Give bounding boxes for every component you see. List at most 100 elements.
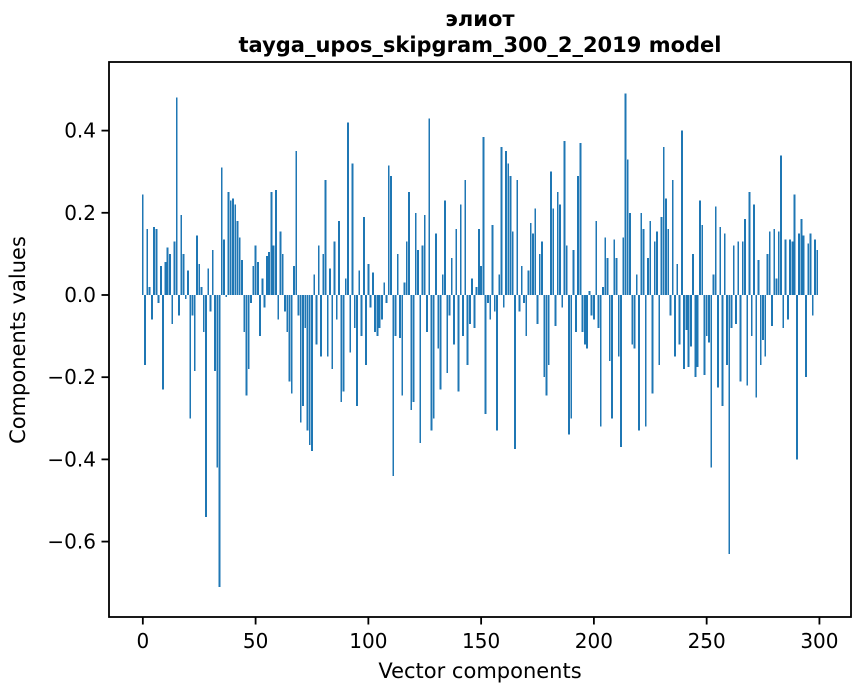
bar-253 [712, 274, 715, 295]
bar-113 [396, 253, 399, 295]
bar-262 [732, 245, 735, 295]
bar-203 [599, 294, 602, 427]
bar-194 [579, 142, 582, 295]
bar-70 [299, 294, 302, 423]
bar-268 [746, 294, 749, 386]
bar-120 [412, 294, 415, 402]
bar-290 [795, 294, 798, 460]
bar-169 [523, 294, 525, 304]
bar-215 [626, 159, 629, 295]
bar-17 [180, 214, 183, 295]
bar-256 [719, 227, 722, 295]
bar-286 [786, 294, 789, 320]
bar-185 [559, 204, 561, 295]
bar-52 [259, 294, 261, 337]
bar-15 [175, 97, 178, 295]
x-tick-label: 250 [688, 629, 726, 653]
bar-18 [182, 253, 185, 295]
bar-159 [500, 147, 503, 295]
y-tick-label: −0.4 [47, 447, 96, 471]
bar-53 [261, 278, 264, 295]
bar-44 [241, 260, 243, 295]
x-ticks-group: 0 50 100 150 200 250 300 [136, 617, 839, 653]
bar-91 [347, 122, 349, 295]
bar-166 [516, 179, 519, 295]
bar-228 [656, 231, 658, 295]
bar-219 [635, 274, 638, 295]
bar-231 [662, 147, 665, 295]
bar-59 [274, 190, 277, 295]
bar-265 [739, 294, 742, 382]
bar-121 [414, 212, 417, 295]
bar-261 [730, 294, 733, 328]
bar-93 [351, 163, 354, 295]
bar-136 [448, 294, 451, 316]
bar-212 [620, 294, 622, 448]
bar-153 [486, 294, 489, 304]
bar-154 [489, 294, 492, 320]
bar-1 [144, 294, 146, 365]
y-axis-label: Components values [6, 236, 30, 444]
chart-title-line2: tayga_upos_skipgram_300_2_2019 model [239, 33, 722, 57]
bar-105 [378, 294, 381, 328]
bar-118 [408, 192, 410, 295]
bar-174 [534, 208, 537, 295]
bar-139 [455, 229, 458, 295]
bar-129 [432, 294, 435, 419]
bar-149 [477, 229, 480, 295]
bar-241 [685, 294, 688, 330]
bar-157 [496, 294, 498, 431]
bar-236 [674, 294, 676, 357]
bar-200 [592, 294, 595, 320]
bar-264 [737, 241, 740, 295]
bar-128 [430, 294, 433, 431]
bar-143 [464, 179, 467, 295]
bar-42 [236, 221, 239, 295]
bar-83 [329, 268, 331, 295]
bar-156 [493, 294, 496, 312]
bar-208 [611, 294, 613, 419]
bar-133 [441, 274, 444, 295]
bar-30 [209, 294, 212, 312]
bar-49 [252, 266, 255, 295]
bar-152 [484, 294, 487, 415]
bar-249 [703, 294, 706, 376]
bar-109 [387, 165, 390, 295]
bar-7 [157, 294, 160, 304]
bar-58 [272, 245, 275, 295]
bar-60 [277, 294, 280, 320]
bar-33 [216, 294, 219, 468]
x-axis-label: Vector components [378, 659, 581, 683]
bar-100 [367, 264, 370, 295]
bar-173 [532, 233, 534, 295]
bar-74 [308, 294, 311, 445]
bar-12 [168, 253, 171, 295]
bar-259 [726, 294, 728, 365]
bar-251 [708, 294, 710, 343]
bar-25 [198, 264, 201, 295]
bar-90 [344, 278, 347, 295]
bar-190 [570, 294, 573, 419]
bar-183 [554, 294, 557, 326]
bar-275 [762, 294, 764, 341]
bar-131 [437, 294, 440, 349]
bar-20 [187, 270, 189, 295]
bar-66 [290, 294, 293, 394]
bar-233 [667, 229, 670, 295]
bar-204 [602, 286, 604, 295]
bar-27 [202, 294, 205, 332]
bar-98 [362, 216, 365, 295]
bar-237 [676, 264, 679, 295]
bar-186 [561, 294, 564, 308]
bar-285 [784, 239, 787, 295]
bar-87 [338, 221, 340, 295]
bar-273 [757, 260, 760, 295]
bar-63 [284, 294, 286, 312]
bar-258 [723, 233, 726, 295]
bar-89 [342, 294, 345, 392]
bar-299 [816, 249, 819, 295]
bar-296 [809, 233, 812, 295]
bar-127 [428, 118, 431, 295]
bar-102 [371, 272, 374, 295]
